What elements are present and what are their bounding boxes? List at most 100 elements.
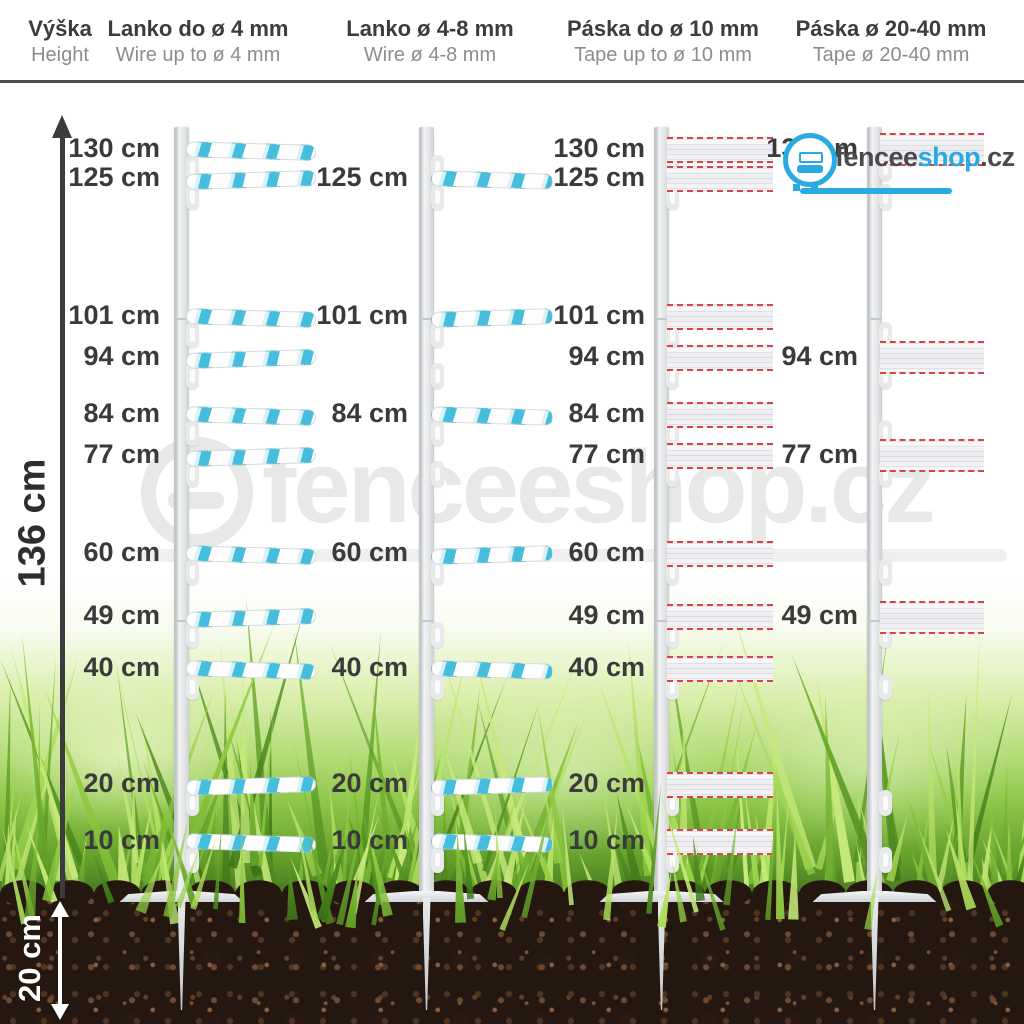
height-label: 77 cm (781, 438, 858, 469)
height-label: 84 cm (568, 398, 645, 429)
step-in-foot-plate (599, 891, 724, 902)
header-title: Lanko ø 4-8 mm (346, 16, 514, 41)
logo-underline (800, 188, 952, 194)
tape-conductor (667, 656, 773, 683)
tape-conductor (667, 344, 773, 371)
column-header-tape-20-40mm: Páska ø 20-40 mm Tape ø 20-40 mm (761, 16, 1021, 68)
tape-conductor (880, 133, 984, 167)
post-eyelet-hole (190, 160, 195, 175)
post-eyelet-hole (883, 426, 888, 441)
height-label: 125 cm (68, 161, 160, 192)
post-eyelet (431, 362, 444, 389)
height-arrow-up-icon (52, 115, 72, 138)
post-eyelet (186, 622, 199, 649)
ground-spike (870, 898, 879, 1010)
height-label: 125 cm (553, 161, 645, 192)
post-eyelet (186, 460, 199, 487)
post-eyelet-hole (670, 853, 675, 868)
post-eyelet (879, 789, 892, 816)
post-eyelet-hole (435, 853, 440, 868)
post-eyelet-hole (670, 795, 675, 810)
post-eyelet (431, 622, 444, 649)
post-eyelet-hole (883, 680, 888, 695)
height-label: 10 cm (568, 825, 645, 856)
logo-icon-leg (793, 184, 800, 191)
fence-post (867, 127, 882, 898)
column-header-wire-4-8mm: Lanko ø 4-8 mm Wire ø 4-8 mm (300, 16, 560, 68)
height-label: 130 cm (68, 132, 160, 163)
rope-conductor (185, 348, 317, 369)
post-eyelet-hole (190, 795, 195, 810)
post-eyelet-hole (670, 564, 675, 579)
column-header-wire-up-to-4mm: Lanko do ø 4 mm Wire up to ø 4 mm (68, 16, 328, 68)
post-eyelet-hole (190, 328, 195, 343)
tape-conductor (667, 136, 773, 163)
height-label: 101 cm (68, 300, 160, 331)
watermark-underline (141, 549, 1007, 562)
total-height-label: 136 cm (11, 458, 54, 588)
post-eyelet (186, 183, 199, 210)
header-title: Páska do ø 10 mm (567, 16, 759, 41)
post-eyelet-hole (435, 328, 440, 343)
post-eyelet-hole (883, 160, 888, 175)
underground-depth-label: 20 cm (12, 914, 47, 1002)
height-label: 60 cm (331, 536, 408, 567)
height-arrow-line (60, 137, 65, 898)
post-seam (419, 318, 434, 320)
post-eyelet-hole (883, 853, 888, 868)
post-eyelet-hole (883, 368, 888, 383)
tape-conductor (667, 402, 773, 429)
height-label: 94 cm (83, 340, 160, 371)
height-label: 49 cm (83, 600, 160, 631)
height-label: 40 cm (331, 652, 408, 683)
tape-conductor (880, 600, 984, 634)
post-eyelet-hole (883, 189, 888, 204)
post-eyelet (431, 183, 444, 210)
post-eyelet (879, 847, 892, 874)
header-subtitle: Tape up to ø 10 mm (574, 44, 752, 66)
height-label: 84 cm (83, 398, 160, 429)
post-seam (654, 318, 669, 320)
post-eyelet-hole (435, 160, 440, 175)
post-eyelet (431, 420, 444, 447)
post-eyelet-hole (435, 426, 440, 441)
height-label: 20 cm (568, 767, 645, 798)
post-eyelet-hole (190, 426, 195, 441)
height-label: 60 cm (83, 536, 160, 567)
post-eyelet-hole (670, 328, 675, 343)
post-eyelet (186, 847, 199, 874)
logo-energizer-icon (783, 133, 837, 187)
post-eyelet-hole (883, 328, 888, 343)
height-label: 130 cm (553, 132, 645, 163)
logo-icon-leg (811, 184, 818, 191)
height-label: 20 cm (83, 767, 160, 798)
post-seam (174, 620, 189, 622)
post-eyelet (431, 322, 444, 349)
post-eyelet-hole (670, 368, 675, 383)
post-eyelet-hole (435, 564, 440, 579)
rope-conductor (185, 141, 317, 161)
post-eyelet (186, 322, 199, 349)
header-title: Páska ø 20-40 mm (795, 16, 987, 41)
header-strip: Výška Height Lanko do ø 4 mm Wire up to ø… (0, 0, 1024, 80)
header-title: Lanko do ø 4 mm (107, 16, 289, 41)
column-header-tape-up-to-10mm: Páska do ø 10 mm Tape up to ø 10 mm (533, 16, 793, 68)
header-subtitle: Height (31, 44, 89, 66)
underground-arrow-up-icon (51, 901, 69, 917)
height-label: 40 cm (83, 652, 160, 683)
post-eyelet-hole (190, 564, 195, 579)
watermark-text: fenceeshop.cz (262, 429, 936, 544)
height-label: 125 cm (316, 161, 408, 192)
post-eyelet (879, 558, 892, 585)
height-label: 84 cm (331, 398, 408, 429)
height-label: 101 cm (316, 300, 408, 331)
height-label: 77 cm (568, 438, 645, 469)
post-eyelet (431, 789, 444, 816)
post-seam (174, 318, 189, 320)
post-seam (419, 620, 434, 622)
height-label: 40 cm (568, 652, 645, 683)
post-eyelet (186, 674, 199, 701)
post-eyelet-hole (190, 368, 195, 383)
tape-conductor (667, 540, 773, 567)
post-eyelet-hole (190, 628, 195, 643)
